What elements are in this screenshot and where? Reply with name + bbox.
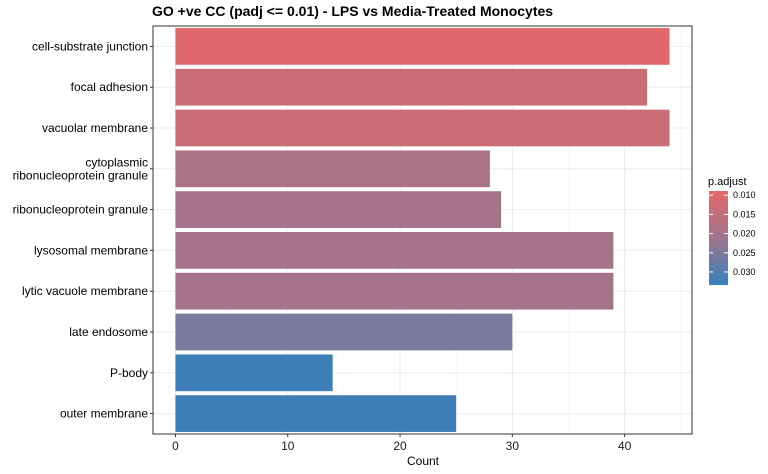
y-tick-label: late endosome <box>69 325 148 339</box>
y-tick-label: ribonucleoprotein granule <box>13 168 149 182</box>
plot-panel-border <box>152 25 693 435</box>
y-tick-label: ribonucleoprotein granule <box>13 203 149 217</box>
bar <box>175 232 614 269</box>
y-tick-label: cytoplasmic <box>85 155 148 169</box>
x-tick-label: 30 <box>506 439 520 453</box>
legend-tick-label: 0.025 <box>733 248 756 258</box>
x-tick-label: 10 <box>281 439 295 453</box>
y-tick-label: focal adhesion <box>71 80 148 94</box>
legend-title: p.adjust <box>708 176 747 188</box>
legend-tick-label: 0.010 <box>733 190 756 200</box>
legend-ticks: 0.010 0.015 0.020 0.025 0.030 <box>709 190 756 277</box>
chart-title: GO +ve CC (padj <= 0.01) - LPS vs Media-… <box>152 3 553 19</box>
x-tick-label: 0 <box>172 439 179 453</box>
x-tick-label: 20 <box>393 439 407 453</box>
x-tick-label: 40 <box>618 439 632 453</box>
legend-colorbar <box>709 191 728 285</box>
bar <box>175 272 614 310</box>
bar <box>175 395 457 432</box>
x-axis-title: Count <box>407 454 440 468</box>
bar <box>175 313 513 351</box>
legend-tick-label: 0.030 <box>733 267 756 277</box>
y-tick-label: vacuolar membrane <box>42 121 148 135</box>
bar <box>175 109 670 147</box>
bar <box>175 28 670 65</box>
bar <box>175 68 648 106</box>
y-tick-label: P-body <box>110 366 148 380</box>
legend-tick-label: 0.020 <box>733 229 756 239</box>
y-tick-label: cell-substrate junction <box>32 39 148 53</box>
bar <box>175 354 333 392</box>
legend: p.adjust 0.010 0.015 0.020 0.025 0.030 <box>708 176 756 285</box>
y-axis-labels: cell-substrate junction focal adhesion vac… <box>13 39 153 421</box>
y-tick-label: outer membrane <box>60 407 148 421</box>
bar <box>175 150 490 188</box>
y-tick-label: lysosomal membrane <box>34 243 148 257</box>
bar <box>175 191 502 228</box>
x-axis-ticks: 0 10 20 30 40 <box>172 434 632 453</box>
bars <box>175 28 670 432</box>
legend-tick-label: 0.015 <box>733 209 756 219</box>
y-tick-label: lytic vacuole membrane <box>22 284 148 298</box>
